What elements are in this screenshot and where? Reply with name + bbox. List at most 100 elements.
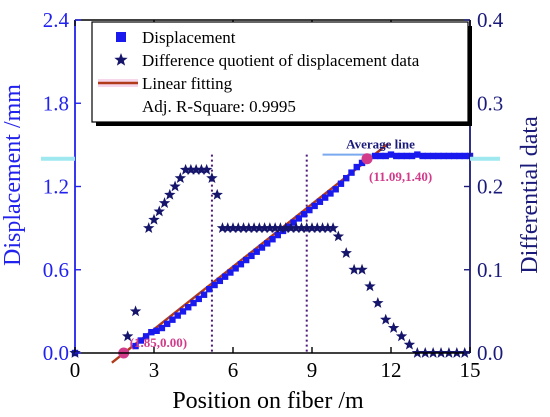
y-right-tick-label-2: 0.2 [477,175,503,199]
difference-point-27 [269,222,281,233]
displacement-point-53 [403,152,410,160]
displacement-point-57 [424,152,432,160]
displacement-point-6 [153,327,160,334]
difference-point-17 [216,222,229,233]
difference-point-1 [121,330,134,342]
difference-point-44 [372,297,384,308]
x-tick-label-1: 3 [149,358,160,382]
y-left-tick-label-1: 0.6 [43,258,69,282]
y-left-tick-label-0: 0.0 [43,341,69,365]
displacement-point-55 [414,151,421,158]
displacement-point-14 [195,295,202,303]
x-tick-label-5: 15 [460,358,481,382]
difference-point-29 [279,222,292,233]
average-line-label: Average line [346,137,415,152]
difference-point-38 [327,222,339,233]
displacement-point-41 [337,180,345,187]
difference-point-33 [301,222,313,233]
displacement-point-9 [169,316,176,323]
displacement-point-11 [179,308,187,315]
y-right-tick-label-0: 0.0 [477,341,503,365]
end-point-marker [361,153,373,165]
displacement-point-44 [353,163,360,171]
displacement-point-58 [429,152,437,160]
legend-label-2: Linear fitting [142,74,233,93]
displacement-point-42 [343,174,350,182]
legend-label-3: Adj. R-Square: 0.9995 [142,97,296,116]
difference-point-8 [169,180,181,192]
displacement-point-51 [393,152,400,160]
displacement-point-29 [274,231,281,239]
y-right-tick-label-1: 0.1 [477,258,503,282]
displacement-point-10 [174,312,181,319]
legend-label-1: Difference quotient of displacement data [142,51,420,70]
displacement-point-32 [290,219,297,226]
displacement-point-16 [206,285,213,293]
displacement-point-54 [408,152,416,160]
difference-point-19 [227,222,239,233]
difference-point-22 [243,222,255,233]
y-left-highlight-0 [41,156,75,161]
displacement-point-20 [227,269,234,276]
x-tick-label-2: 6 [228,358,239,382]
difference-point-23 [248,222,260,233]
displacement-point-13 [190,299,197,307]
difference-point-34 [306,222,318,233]
displacement-point-7 [158,324,166,332]
difference-point-45 [380,313,392,325]
displacement-point-64 [461,152,468,160]
difference-point-15 [206,172,218,184]
difference-point-10 [179,163,192,175]
y-left-tick-label-4: 2.4 [43,8,70,32]
displacement-point-48 [377,152,384,160]
displacement-point-35 [306,206,313,214]
displacement-point-38 [321,194,329,201]
displacement-point-61 [445,152,453,160]
y-right-tick-label-3: 0.3 [477,91,503,115]
y-right-highlight-0 [470,156,500,161]
displacement-point-22 [237,261,245,268]
displacement-point-52 [398,152,405,160]
displacement-point-63 [456,152,463,160]
difference-point-21 [237,222,250,233]
difference-point-41 [348,263,360,275]
difference-point-26 [264,222,276,233]
difference-point-18 [222,222,234,233]
displacement-point-27 [264,240,271,247]
y-axis-label-left: Displacement /mm [0,84,26,266]
difference-point-4 [148,213,160,225]
x-tick-label-0: 0 [70,358,81,382]
displacement-point-2 [132,342,139,350]
displacement-point-43 [348,169,355,176]
legend-label-0: Displacement [142,28,236,47]
displacement-point-18 [216,277,224,285]
difference-point-16 [211,188,223,200]
displacement-point-34 [300,211,308,218]
y-right-tick-label-4: 0.4 [477,8,504,32]
displacement-point-37 [316,198,324,205]
displacement-point-25 [253,248,260,255]
displacement-point-26 [258,244,266,251]
difference-point-2 [129,305,142,317]
difference-point-40 [340,247,352,258]
displacement-point-4 [142,333,150,340]
displacement-point-49 [382,152,389,160]
displacement-point-24 [248,252,255,260]
displacement-point-15 [200,291,208,298]
displacement-point-56 [419,152,426,160]
difference-point-20 [232,222,244,233]
difference-point-12 [190,163,202,175]
difference-point-13 [195,163,208,175]
x-axis-label: Position on fiber /m [172,388,364,414]
displacement-point-40 [332,186,339,193]
displacement-point-3 [137,337,145,344]
difference-point-14 [200,163,213,175]
y-left-tick-label-3: 1.8 [43,91,69,115]
difference-point-5 [153,205,165,217]
displacement-point-45 [358,159,366,167]
y-axis-label-right: Differential data [517,116,543,274]
difference-point-32 [295,222,308,233]
difference-point-46 [387,322,400,333]
x-tick-label-4: 12 [381,358,402,382]
